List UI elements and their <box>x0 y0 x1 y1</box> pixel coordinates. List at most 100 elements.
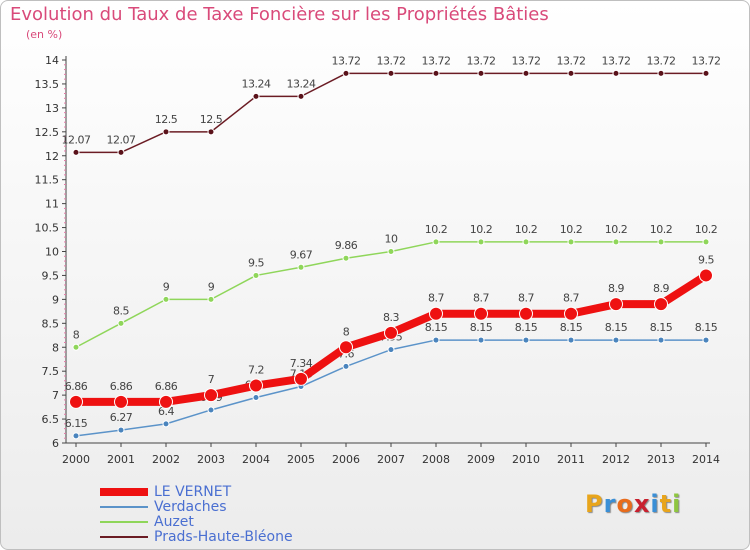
data-label: 8.15 <box>605 321 628 334</box>
data-label: 7 <box>208 373 215 386</box>
data-point <box>252 271 260 279</box>
x-tick-label: 2012 <box>602 453 630 466</box>
logo-letter: t <box>659 490 673 518</box>
data-label: 8.7 <box>428 292 444 305</box>
data-point <box>522 238 530 246</box>
y-tick-label: 10 <box>45 246 59 259</box>
data-label: 6.86 <box>65 380 88 393</box>
legend-label: LE VERNET <box>154 484 232 500</box>
data-point <box>387 69 395 77</box>
data-label: 9.5 <box>698 253 714 266</box>
x-tick-label: 2010 <box>512 453 540 466</box>
data-label: 8.7 <box>518 292 534 305</box>
x-tick-label: 2014 <box>692 453 720 466</box>
y-tick-label: 6.5 <box>42 413 60 426</box>
x-tick-label: 2003 <box>197 453 225 466</box>
data-point <box>294 371 308 386</box>
data-point <box>657 238 665 246</box>
legend-swatch <box>100 506 148 508</box>
y-tick-label: 6 <box>52 437 59 450</box>
data-label: 8.9 <box>653 282 669 295</box>
y-tick-label: 7.5 <box>42 365 60 378</box>
data-label: 8.3 <box>383 311 399 324</box>
logo-letter: i <box>650 490 660 518</box>
data-label: 9.86 <box>335 239 358 252</box>
chart-title: Evolution du Taux de Taxe Foncière sur l… <box>10 4 549 25</box>
y-unit-label: (en %) <box>26 28 63 41</box>
data-point <box>69 394 83 409</box>
data-label: 7.34 <box>290 357 313 370</box>
data-label: 13.72 <box>557 54 586 67</box>
data-label: 13.72 <box>422 54 451 67</box>
data-label: 10.2 <box>470 223 493 236</box>
data-point <box>699 268 713 283</box>
data-label: 13.72 <box>647 54 676 67</box>
y-tick-label: 9 <box>52 293 59 306</box>
data-label: 8.15 <box>425 321 448 334</box>
legend-swatch <box>100 488 148 496</box>
data-point <box>297 263 305 271</box>
y-tick-label: 9.5 <box>42 269 60 282</box>
x-tick-label: 2001 <box>107 453 135 466</box>
data-point <box>342 69 350 77</box>
data-point <box>387 248 395 255</box>
y-tick-label: 14 <box>45 54 59 67</box>
data-point <box>207 128 215 136</box>
data-label: 12.5 <box>200 113 223 126</box>
data-label: 8.9 <box>608 282 624 295</box>
data-label: 7.2 <box>248 364 264 377</box>
data-label: 12.5 <box>155 113 178 126</box>
data-label: 6.4 <box>158 405 174 418</box>
y-tick-label: 13.5 <box>35 78 60 91</box>
data-label: 8 <box>343 325 350 338</box>
y-tick-label: 8.5 <box>42 317 60 330</box>
data-label: 6.86 <box>155 380 178 393</box>
data-point <box>609 297 623 312</box>
data-label: 13.72 <box>602 54 631 67</box>
x-tick-label: 2002 <box>152 453 180 466</box>
data-label: 10.2 <box>650 223 673 236</box>
data-point <box>252 394 260 402</box>
logo-letter: o <box>616 490 634 518</box>
data-label: 10.2 <box>515 223 538 236</box>
data-label: 8.15 <box>470 321 493 334</box>
data-point <box>519 306 533 321</box>
data-point <box>432 336 440 344</box>
data-label: 6.15 <box>65 417 88 430</box>
y-tick-label: 10.5 <box>35 222 60 235</box>
data-point <box>522 69 530 77</box>
data-point <box>432 69 440 77</box>
data-point <box>612 69 620 77</box>
data-label: 13.72 <box>467 54 496 67</box>
y-tick-label: 8 <box>52 341 59 354</box>
data-label: 13.72 <box>512 54 541 67</box>
data-point <box>342 362 350 370</box>
data-label: 10.2 <box>695 223 718 236</box>
logo-letter: r <box>603 490 617 518</box>
data-point <box>387 346 395 354</box>
data-point <box>657 336 665 344</box>
y-tick-label: 11 <box>45 198 59 211</box>
data-point <box>654 297 668 312</box>
x-tick-label: 2000 <box>62 453 90 466</box>
data-label: 13.72 <box>692 54 721 67</box>
x-tick-label: 2009 <box>467 453 495 466</box>
y-tick-label: 11.5 <box>35 174 60 187</box>
legend-label: Auzet <box>154 514 194 530</box>
y-tick-label: 7 <box>52 389 59 402</box>
data-label: 8.15 <box>515 321 538 334</box>
y-tick-label: 12.5 <box>35 126 60 139</box>
data-point <box>252 92 260 100</box>
data-point <box>72 148 80 156</box>
legend-swatch <box>100 521 148 523</box>
data-label: 8.15 <box>650 321 673 334</box>
proxiti-logo: Proxiti <box>585 490 681 518</box>
data-point <box>117 426 125 434</box>
data-point <box>477 336 485 344</box>
data-point <box>117 148 125 156</box>
data-label: 9.67 <box>290 248 313 261</box>
data-label: 6.27 <box>110 411 133 424</box>
data-point <box>564 306 578 321</box>
data-label: 9 <box>208 280 215 293</box>
